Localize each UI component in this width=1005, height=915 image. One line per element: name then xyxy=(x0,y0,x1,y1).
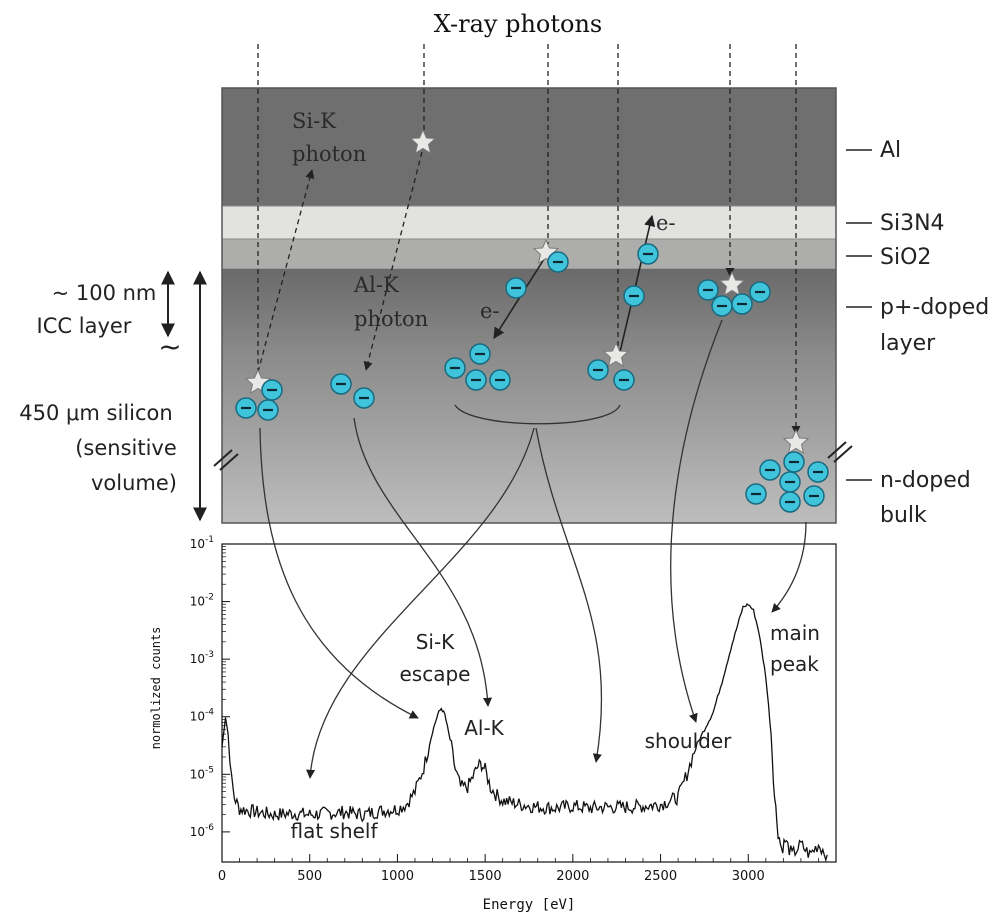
silicon-bulk xyxy=(222,269,836,523)
x-tick-label: 1000 xyxy=(381,869,414,884)
electron-icon xyxy=(710,294,734,318)
sio2-layer xyxy=(221,238,837,270)
electron-icon xyxy=(260,378,284,402)
x-axis-label: Energy [eV] xyxy=(483,897,576,913)
main-peak-label-2: peak xyxy=(770,652,819,676)
electron-icon xyxy=(778,490,802,514)
y-axis-label: normolized counts xyxy=(149,627,163,750)
electron-icon xyxy=(352,386,376,410)
y-tick-label: 10-5 xyxy=(190,765,214,781)
electron-icon xyxy=(329,372,353,396)
al-k-photon-label-1: Al-K xyxy=(353,273,399,297)
y-axis: 10-6 10-5 10-4 10-3 10-2 10-1 xyxy=(190,535,230,839)
spectrum-line xyxy=(221,602,828,863)
si3n4-label: Si3N4 xyxy=(880,211,945,236)
x-tick-label: 2500 xyxy=(644,869,677,884)
x-tick-label: 500 xyxy=(297,869,322,884)
si-k-photon-path xyxy=(257,169,315,373)
silicon-label-1: 450 μm silicon xyxy=(19,401,172,425)
x-tick-label: 0 xyxy=(218,869,226,884)
al-layer xyxy=(222,88,836,206)
y-tick-label: 10-6 xyxy=(190,823,215,839)
alk-label: Al-K xyxy=(464,716,504,740)
electron-icon xyxy=(586,358,610,382)
plot-frame xyxy=(221,543,837,863)
al-k-photon-label-2: photon xyxy=(354,307,428,331)
y-tick-label: 10-1 xyxy=(190,535,214,551)
electron-icon xyxy=(730,292,754,316)
electron-label-2: e- xyxy=(656,211,676,235)
sik-escape-label-1: Si-K xyxy=(416,630,455,654)
electron-track xyxy=(619,214,656,353)
electron-icon xyxy=(504,276,528,300)
si3n4-layer xyxy=(221,205,837,240)
electron-icon xyxy=(748,280,772,304)
main-peak-label-1: main xyxy=(770,621,820,645)
electron-icon xyxy=(802,484,826,508)
electron-icon xyxy=(612,368,636,392)
electron-icon xyxy=(464,368,488,392)
sik-escape-label-2: escape xyxy=(400,662,471,686)
break-mark-left xyxy=(213,449,233,467)
break-mark-right xyxy=(827,441,847,459)
x-tick-label: 1500 xyxy=(469,869,502,884)
icc-label-2: ICC layer xyxy=(37,314,132,338)
electron-icon xyxy=(234,396,258,420)
layer-labels: Al Si3N4 SiO2 p+-doped layer n-doped bul… xyxy=(846,138,989,528)
incoming-photon-paths xyxy=(257,44,801,435)
icc-label-1: ~ 100 nm xyxy=(52,281,157,305)
y-tick-label: 10-2 xyxy=(190,593,214,609)
y-tick-label: 10-3 xyxy=(190,650,214,666)
electron-icon xyxy=(696,278,720,302)
electron-icon xyxy=(758,458,782,482)
x-axis: 0 500 1000 1500 2000 2500 3000 xyxy=(218,854,819,884)
electron-icon xyxy=(806,460,830,484)
electron-icon xyxy=(468,342,492,366)
sio2-label: SiO2 xyxy=(880,245,931,270)
electron-icon xyxy=(622,284,646,308)
shoulder-label: shoulder xyxy=(645,729,733,753)
y-tick-label: 10-4 xyxy=(190,708,215,724)
p-doped-label-1: p+-doped xyxy=(880,295,989,320)
electron-icon xyxy=(636,242,660,266)
si-k-photon-label-1: Si-K xyxy=(292,109,336,133)
electron-icon xyxy=(744,482,768,506)
si-k-photon-label-2: photon xyxy=(292,142,366,166)
electron-icon xyxy=(443,356,467,380)
spectrum-plot: 10-6 10-5 10-4 10-3 10-2 10-1 0 500 1000 1500 200… xyxy=(149,535,837,913)
x-tick-label: 3000 xyxy=(732,869,765,884)
electron-icon xyxy=(782,450,806,474)
electron-icon xyxy=(778,470,802,494)
flat-shelf-label: flat shelf xyxy=(290,819,378,843)
n-doped-label-1: n-doped xyxy=(880,468,971,493)
left-annotations: ~ 100 nm ICC layer ~ 450 μm silicon (sen… xyxy=(19,270,207,522)
detector-block xyxy=(213,87,853,524)
p-doped-label-2: layer xyxy=(880,331,936,356)
electron-icon xyxy=(256,398,280,422)
al-label: Al xyxy=(880,138,901,163)
title: X-ray photons xyxy=(434,10,602,38)
tilde-break: ~ xyxy=(158,330,181,363)
x-tick-label: 2000 xyxy=(556,869,589,884)
electron-icon xyxy=(488,368,512,392)
al-k-photon-path xyxy=(363,151,423,371)
silicon-label-2: (sensitive xyxy=(75,436,177,460)
electron-label: e- xyxy=(480,299,500,323)
electron-icon xyxy=(546,250,570,274)
silicon-label-3: volume) xyxy=(91,471,177,495)
n-doped-label-2: bulk xyxy=(880,503,927,528)
mapping-curves xyxy=(259,319,807,779)
